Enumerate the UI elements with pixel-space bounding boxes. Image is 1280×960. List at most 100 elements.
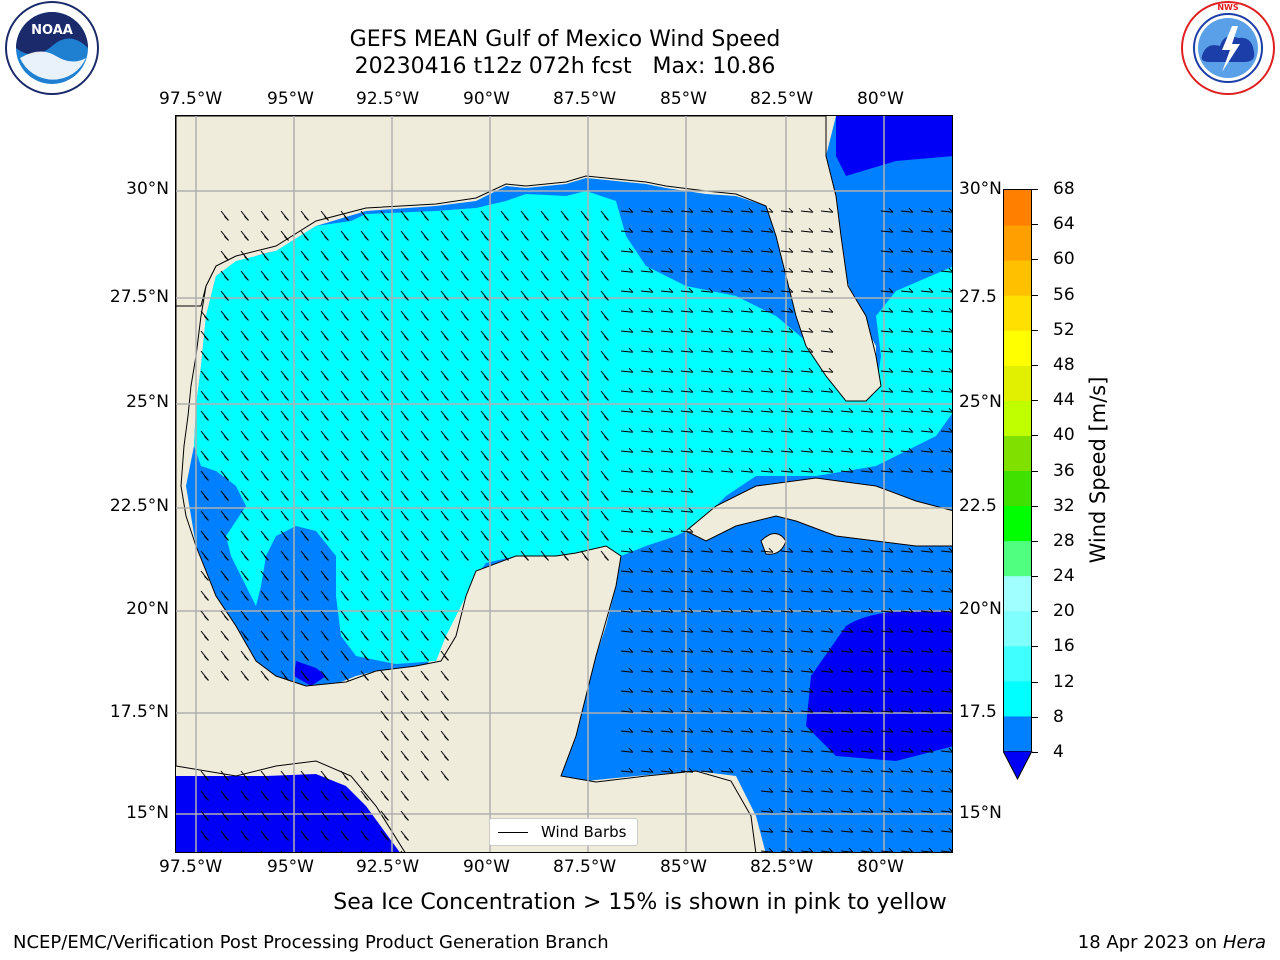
wind-barb	[620, 770, 633, 773]
wind-barb-flag	[808, 667, 814, 673]
wind-barb-flag	[848, 807, 854, 813]
wind-barb-flag	[384, 756, 389, 761]
wind-barb-flag	[668, 727, 674, 733]
wind-barb-flag	[364, 396, 369, 401]
wind-barb	[780, 650, 793, 653]
wind-barb-flag	[444, 616, 449, 621]
wind-barb-flag	[948, 827, 952, 832]
wind-barb-flag	[768, 607, 774, 613]
wind-barb-flag	[788, 267, 794, 273]
wind-barb	[860, 670, 873, 673]
wind-barb-flag	[928, 367, 934, 373]
wind-barb	[900, 710, 913, 713]
wind-barb-flag	[244, 676, 249, 681]
wind-barb-flag	[344, 476, 349, 481]
wind-barb-flag	[788, 447, 794, 453]
wind-barb	[720, 410, 733, 413]
wind-barb-flag	[908, 227, 914, 233]
wind-barb-flag	[788, 207, 794, 213]
wind-barb-flag	[344, 416, 349, 421]
colorbar-tick-label: 60	[1053, 249, 1075, 270]
wind-barb-flag	[848, 587, 854, 593]
wind-barb-flag	[848, 407, 854, 413]
wind-barb-flag	[928, 807, 934, 813]
wind-barb-flag	[384, 476, 389, 481]
wind-barb-flag	[364, 376, 369, 381]
wind-barb	[640, 550, 653, 553]
wind-barb-flag	[908, 347, 914, 353]
wind-barb-flag	[384, 616, 389, 621]
wind-barb	[920, 850, 933, 852]
wind-barb-flag	[928, 227, 934, 233]
wind-barb	[900, 410, 913, 413]
wind-barb	[640, 590, 653, 593]
wind-barb	[680, 590, 693, 593]
wind-barb-flag	[604, 356, 609, 361]
wind-barb-flag	[464, 336, 469, 341]
wind-barb	[700, 650, 713, 653]
colorbar-tick-label: 44	[1053, 390, 1075, 411]
wind-barb	[860, 430, 873, 433]
wind-barb	[780, 730, 793, 733]
wind-barb-flag	[544, 436, 549, 441]
wind-barb-flag	[324, 416, 329, 421]
colorbar-tick-label: 28	[1053, 530, 1075, 551]
wind-barb-flag	[504, 296, 509, 301]
wind-barb-flag	[928, 707, 934, 713]
wind-barb	[760, 310, 773, 313]
wind-barb-flag	[848, 847, 854, 852]
wind-barb-flag	[224, 596, 229, 601]
wind-barb	[640, 630, 653, 633]
wind-barb-flag	[424, 296, 429, 301]
wind-barb-flag	[484, 356, 489, 361]
wind-barb-flag	[668, 287, 674, 293]
wind-barb	[800, 770, 813, 773]
wind-barb-flag	[204, 816, 209, 821]
wind-barb	[720, 550, 733, 553]
wind-barb-flag	[828, 827, 834, 833]
wind-barb-flag	[344, 816, 349, 821]
wind-barb-flag	[628, 587, 634, 593]
wind-barb	[640, 210, 653, 213]
wind-barb-flag	[688, 587, 694, 593]
wind-barb	[840, 630, 853, 633]
wind-barb-flag	[344, 516, 349, 521]
wind-barb	[620, 430, 633, 433]
wind-barb	[700, 430, 713, 433]
wind-barb-flag	[948, 727, 952, 732]
colorbar-extend-arrow	[1003, 751, 1033, 781]
wind-barb	[760, 210, 773, 213]
wind-barb	[700, 390, 713, 393]
wind-barb-flag	[284, 776, 289, 781]
wind-barb	[940, 410, 952, 413]
wind-barb-flag	[668, 227, 674, 233]
colorbar-tick-label: 16	[1053, 636, 1075, 657]
wind-barb-flag	[444, 496, 449, 501]
caribbean-calm-central	[806, 610, 952, 761]
colorbar-swatch	[1004, 260, 1031, 296]
wind-barb-flag	[524, 416, 529, 421]
wind-barb	[660, 310, 673, 313]
wind-barb	[760, 270, 773, 273]
wind-barb-flag	[324, 376, 329, 381]
wind-barb-flag	[584, 256, 589, 261]
wind-barb-flag	[324, 316, 329, 321]
wind-barb-flag	[888, 267, 894, 273]
wind-barb	[920, 810, 933, 813]
wind-barb-flag	[648, 287, 654, 293]
wind-barb	[720, 650, 733, 653]
wind-barb-flag	[324, 576, 329, 581]
wind-barb	[940, 550, 952, 553]
wind-barb-flag	[244, 836, 249, 841]
wind-barb-flag	[788, 807, 794, 813]
wind-barb-flag	[668, 207, 674, 213]
wind-barb	[940, 690, 952, 693]
wind-barb-flag	[324, 496, 329, 501]
wind-barb-flag	[868, 747, 874, 753]
wind-barb-flag	[344, 796, 349, 801]
wind-barb	[680, 650, 693, 653]
wind-barb	[620, 590, 633, 593]
wind-barb	[860, 450, 873, 453]
wind-barb-flag	[504, 496, 509, 501]
wind-barb-flag	[544, 316, 549, 321]
